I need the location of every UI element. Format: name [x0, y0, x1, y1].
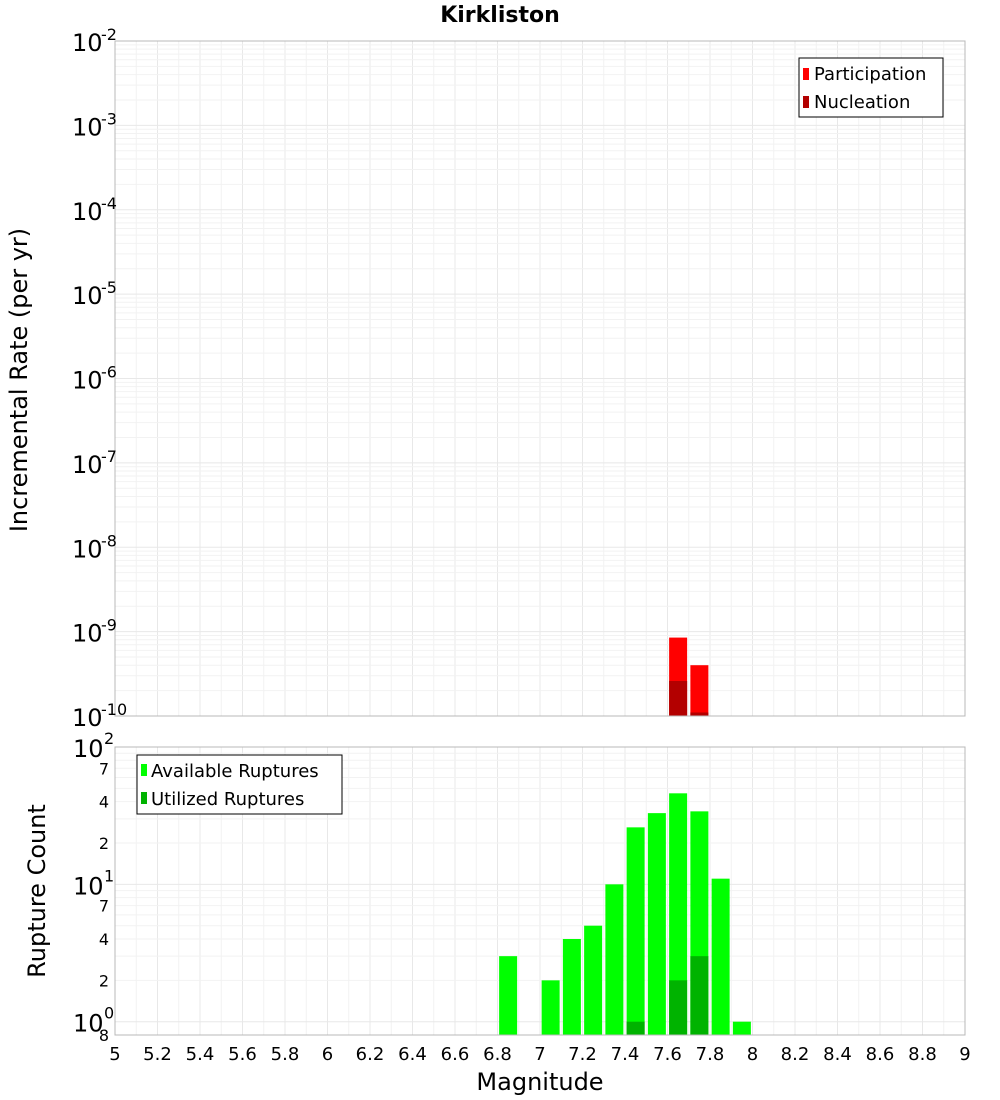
- legend-swatch-available: [141, 764, 147, 776]
- top-legend: Participation Nucleation: [798, 57, 944, 118]
- bar-nucleation-7.75: [690, 712, 709, 716]
- y-tick-exponent: -4: [101, 194, 117, 213]
- x-tick-label: 5: [109, 1044, 120, 1065]
- x-tick-label: 6: [322, 1044, 333, 1065]
- x-tick-label: 6.4: [398, 1044, 427, 1065]
- bar-available-ruptures-7.55: [647, 813, 666, 1035]
- bar-utilized-ruptures-7.45: [626, 1021, 645, 1035]
- bar-available-ruptures-7.85: [711, 878, 730, 1035]
- x-tick-label: 6.6: [441, 1044, 470, 1065]
- y-tick-exponent: -2: [101, 25, 117, 44]
- legend-swatch-nucleation: [803, 96, 809, 108]
- y-tick-label: 10: [72, 451, 103, 479]
- y-tick-exponent: -6: [101, 363, 117, 382]
- x-tick-label: 7.6: [653, 1044, 682, 1065]
- y-tick-exponent: -3: [101, 109, 117, 128]
- bar-utilized-ruptures-7.75: [690, 956, 709, 1035]
- x-tick-label: 5.8: [271, 1044, 300, 1065]
- bar-available-ruptures-7.45: [626, 827, 645, 1035]
- y-tick-label: 2: [99, 834, 109, 853]
- y-tick-label: 10: [72, 704, 103, 732]
- bar-participation-7.75: [690, 665, 709, 716]
- y-tick-exponent: -9: [101, 616, 117, 635]
- x-tick-label: 7: [534, 1044, 545, 1065]
- y-tick-label: 10: [72, 367, 103, 395]
- x-axis-label: Magnitude: [476, 1068, 603, 1096]
- chart-title: Kirkliston: [440, 3, 560, 28]
- x-tick-label: 6.8: [483, 1044, 512, 1065]
- y-tick-label: 10: [73, 1010, 104, 1038]
- bottom-bars: [499, 793, 751, 1035]
- x-tick-label: 5.6: [228, 1044, 257, 1065]
- bottom-legend: Available Ruptures Utilized Ruptures: [136, 754, 343, 815]
- legend-label-participation: Participation: [814, 64, 926, 85]
- y-tick-label: 10: [72, 198, 103, 226]
- y-tick-label: 4: [99, 930, 109, 949]
- bottom-legend-box: [136, 754, 343, 815]
- x-tick-label: 5.2: [143, 1044, 172, 1065]
- bar-available-ruptures-7.95: [732, 1021, 751, 1035]
- bar-available-ruptures-7.05: [541, 980, 560, 1035]
- legend-label-utilized: Utilized Ruptures: [151, 789, 304, 810]
- x-tick-label: 8: [747, 1044, 758, 1065]
- y-tick-label: 7: [99, 897, 109, 916]
- bar-available-ruptures-6.85: [499, 956, 518, 1035]
- y-tick-exponent: 0: [104, 1004, 114, 1023]
- y-tick-label: 10: [73, 735, 104, 763]
- x-tick-label: 8.8: [908, 1044, 937, 1065]
- y-tick-exponent: -7: [101, 447, 117, 466]
- x-tick-label: 5.4: [186, 1044, 215, 1065]
- y-tick-label: 2: [99, 971, 109, 990]
- bar-available-ruptures-7.65: [669, 793, 688, 1035]
- bar-available-ruptures-7.35: [605, 884, 624, 1035]
- y-tick-label: 4: [99, 793, 109, 812]
- legend-label-nucleation: Nucleation: [814, 92, 910, 113]
- bar-available-ruptures-7.15: [562, 939, 581, 1035]
- y-tick-exponent: 1: [104, 866, 114, 885]
- bar-nucleation-7.65: [669, 680, 688, 716]
- y-tick-label: 7: [99, 759, 109, 778]
- top-legend-box: [798, 57, 944, 118]
- y-tick-label: 10: [72, 113, 103, 141]
- y-tick-label: 10: [73, 872, 104, 900]
- y-tick-label: 10: [72, 620, 103, 648]
- y-tick-label: 10: [72, 282, 103, 310]
- x-tick-label: 7.8: [696, 1044, 725, 1065]
- y-tick-exponent: -8: [101, 531, 117, 550]
- top-grid: [114, 41, 966, 717]
- bar-utilized-ruptures-7.65: [669, 980, 688, 1035]
- x-tick-label: 7.2: [568, 1044, 597, 1065]
- legend-swatch-participation: [803, 68, 809, 80]
- x-tick-label: 9: [959, 1044, 970, 1065]
- x-tick-label: 8.2: [781, 1044, 810, 1065]
- bar-available-ruptures-7.25: [584, 925, 603, 1035]
- y-tick-label: 10: [72, 535, 103, 563]
- x-tick-label: 8.4: [823, 1044, 852, 1065]
- y-tick-exponent: -5: [101, 278, 117, 297]
- y-tick-label: 8: [99, 1026, 109, 1045]
- bottom-y-axis-label: Rupture Count: [23, 804, 51, 978]
- x-tick-label: 8.6: [866, 1044, 895, 1065]
- x-ticks: 5 5.2 5.4 5.6 5.8 6 6.2 6.4 6.6 6.8 7 7.2 7.4 7.6 7.8 8…: [109, 1044, 970, 1065]
- x-tick-label: 7.4: [611, 1044, 640, 1065]
- bottom-plot-frame: [114, 746, 966, 1036]
- legend-swatch-utilized: [141, 792, 147, 804]
- y-tick-exponent: 2: [104, 729, 114, 748]
- top-bars: [669, 637, 709, 716]
- legend-label-available: Available Ruptures: [151, 761, 319, 782]
- x-tick-label: 6.2: [356, 1044, 385, 1065]
- top-plot-frame: [114, 40, 966, 717]
- top-y-axis-label: Incremental Rate (per yr): [5, 228, 33, 532]
- y-tick-exponent: -10: [101, 700, 127, 719]
- y-tick-label: 10: [72, 29, 103, 57]
